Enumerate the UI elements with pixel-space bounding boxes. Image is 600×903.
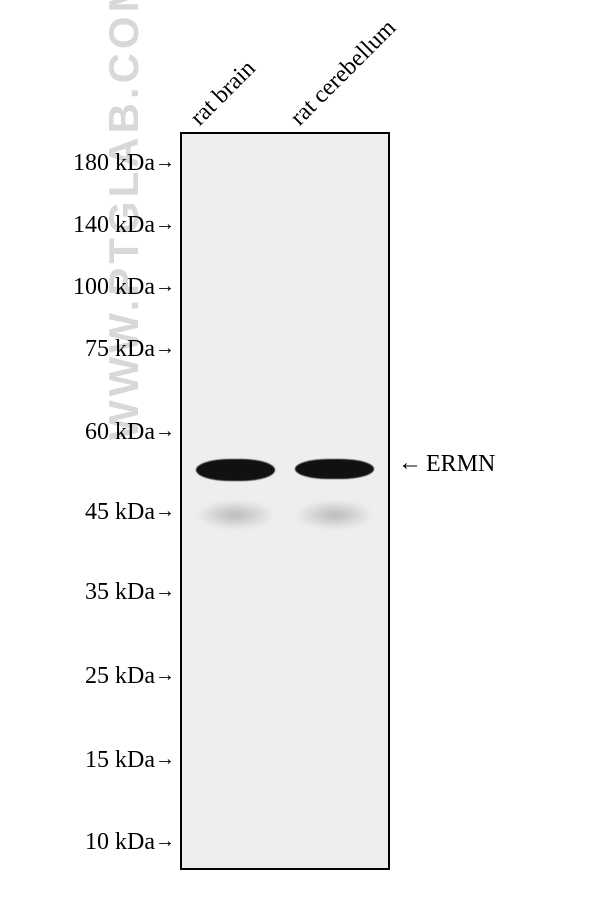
mw-marker-8: 15 kDa→ bbox=[85, 748, 175, 772]
lane-label-1: rat brain bbox=[186, 56, 260, 130]
mw-marker-7: 25 kDa→ bbox=[85, 664, 175, 688]
right-arrow-icon: → bbox=[155, 831, 175, 851]
mw-marker-label: 45 kDa bbox=[85, 499, 155, 525]
mw-marker-label: 35 kDa bbox=[85, 579, 155, 605]
mw-marker-3: 75 kDa→ bbox=[85, 337, 175, 361]
blot-membrane bbox=[180, 132, 390, 870]
left-arrow-icon: ← bbox=[398, 451, 422, 475]
right-arrow-icon: → bbox=[155, 749, 175, 769]
right-arrow-icon: → bbox=[155, 338, 175, 358]
mw-marker-label: 140 kDa bbox=[73, 212, 155, 238]
target-band-label: ←ERMN bbox=[398, 452, 495, 476]
right-arrow-icon: → bbox=[155, 665, 175, 685]
mw-marker-label: 180 kDa bbox=[73, 150, 155, 176]
protein-band bbox=[196, 459, 276, 481]
western-blot-figure: WWW.PTGLAB.COM rat brain rat cerebellum … bbox=[0, 0, 600, 903]
right-arrow-icon: → bbox=[155, 421, 175, 441]
mw-marker-1: 140 kDa→ bbox=[73, 213, 175, 237]
mw-marker-label: 100 kDa bbox=[73, 274, 155, 300]
mw-marker-4: 60 kDa→ bbox=[85, 420, 175, 444]
right-arrow-icon: → bbox=[155, 501, 175, 521]
mw-marker-label: 60 kDa bbox=[85, 419, 155, 445]
mw-marker-5: 45 kDa→ bbox=[85, 500, 175, 524]
target-name: ERMN bbox=[426, 451, 495, 477]
mw-marker-label: 15 kDa bbox=[85, 747, 155, 773]
mw-marker-label: 10 kDa bbox=[85, 829, 155, 855]
lane-rat-brain bbox=[190, 134, 281, 868]
mw-marker-label: 75 kDa bbox=[85, 336, 155, 362]
right-arrow-icon: → bbox=[155, 276, 175, 296]
mw-marker-6: 35 kDa→ bbox=[85, 580, 175, 604]
mw-marker-0: 180 kDa→ bbox=[73, 151, 175, 175]
lane-labels-group: rat brain rat cerebellum bbox=[0, 0, 600, 130]
lane-rat-cerebellum bbox=[289, 134, 380, 868]
faint-band bbox=[295, 500, 375, 530]
protein-band bbox=[295, 459, 375, 479]
faint-band bbox=[196, 500, 276, 530]
mw-marker-9: 10 kDa→ bbox=[85, 830, 175, 854]
right-arrow-icon: → bbox=[155, 152, 175, 172]
mw-marker-2: 100 kDa→ bbox=[73, 275, 175, 299]
right-arrow-icon: → bbox=[155, 581, 175, 601]
mw-marker-label: 25 kDa bbox=[85, 663, 155, 689]
right-arrow-icon: → bbox=[155, 214, 175, 234]
lane-label-2: rat cerebellum bbox=[286, 16, 400, 130]
